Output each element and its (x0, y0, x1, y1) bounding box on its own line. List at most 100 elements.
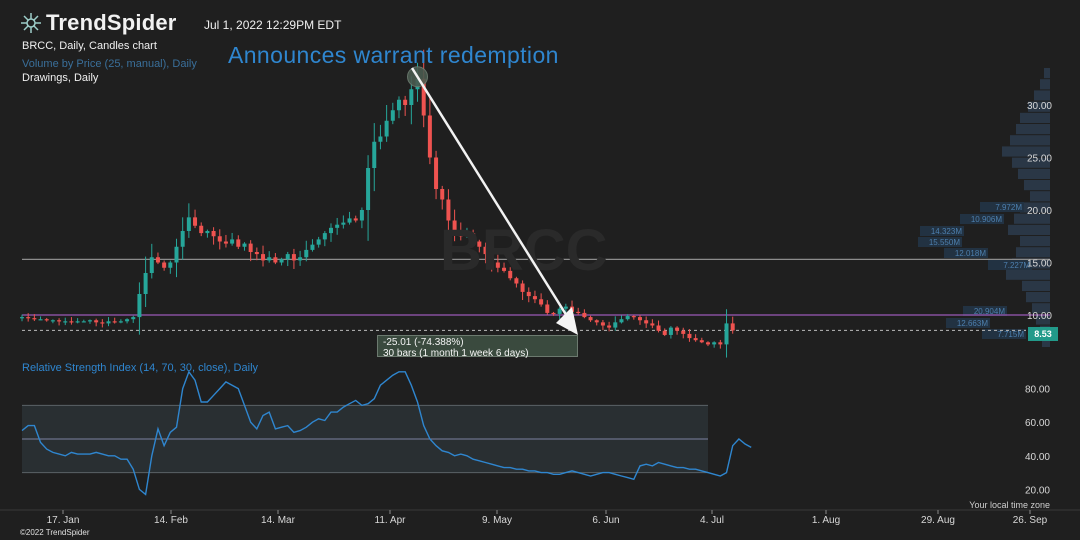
candle-body (421, 78, 426, 116)
candle-body (656, 325, 661, 331)
candle-body (248, 243, 253, 252)
price-tick-label: 15.00 (1027, 259, 1052, 270)
volume-label-bg (944, 248, 988, 258)
candle-body (236, 239, 241, 247)
candle-body (495, 262, 500, 268)
profile-bar (1034, 90, 1050, 101)
candle-body (353, 218, 358, 221)
time-tick-label: 1. Aug (812, 515, 840, 526)
time-axis: 17. Jan 14. Feb 14. Mar 11. Apr 9. May 6. Jun… (0, 509, 1080, 526)
candle-body (143, 273, 148, 294)
profile-bar (1008, 224, 1050, 235)
candle-body (563, 306, 568, 309)
candle-body (230, 239, 235, 244)
candle-body (32, 318, 37, 320)
candle-body (403, 99, 408, 105)
candle-body (125, 319, 130, 322)
candle-body (174, 246, 179, 263)
volume-label: 20.904M (974, 307, 1005, 316)
candle-body (638, 317, 642, 321)
volume-label: 7.972M (995, 203, 1022, 212)
time-tick-label: 9. May (482, 515, 512, 526)
volume-profile-label[interactable]: Volume by Price (25, manual), Daily (22, 58, 197, 70)
volume-label: 15.550M (929, 238, 960, 247)
price-tick-label: 20.00 (1027, 206, 1052, 217)
candle-body (378, 136, 383, 142)
candle-body (545, 304, 550, 313)
candle-body (613, 322, 618, 328)
profile-bar (1016, 247, 1050, 258)
volume-label-bg (920, 226, 964, 236)
time-tick-label: 14. Mar (261, 515, 296, 526)
volume-label-bg (946, 318, 990, 328)
volume-label: 7.715M (997, 330, 1024, 339)
rsi-tick-label: 80.00 (1025, 385, 1050, 396)
rsi-label[interactable]: Relative Strength Index (14, 70, 30, clo… (22, 362, 259, 374)
candle-body (273, 257, 278, 263)
rsi-panel: 20.00 40.00 60.00 80.00 (21, 370, 1050, 496)
candle-body (712, 342, 717, 345)
measure-box[interactable]: -25.01 (-74.388%) 30 bars (1 month 1 wee… (377, 335, 578, 359)
candle-body (446, 199, 451, 221)
candle-body (366, 168, 371, 210)
profile-bar (1014, 213, 1050, 224)
candle-body (359, 210, 364, 221)
candle-body (681, 330, 686, 334)
candle-body (724, 323, 729, 345)
profile-bar (1010, 135, 1050, 146)
candle-body (335, 224, 340, 228)
candle-body (285, 254, 290, 260)
candle-body (57, 320, 62, 322)
volume-label: 10.906M (971, 215, 1002, 224)
candle-body (477, 241, 482, 247)
profile-bar (1002, 146, 1050, 157)
candle-body (162, 262, 167, 268)
price-tick-label: 10.00 (1027, 311, 1052, 322)
price-tick-label: 25.00 (1027, 154, 1052, 165)
candle-body (551, 312, 556, 315)
candle-body (329, 227, 333, 234)
horizontal-lines (22, 258, 1050, 331)
profile-bar (1040, 79, 1050, 90)
time-tick-label: 11. Apr (375, 515, 407, 526)
candle-body (100, 322, 105, 324)
candle-body (662, 330, 667, 335)
candle-body (483, 246, 488, 255)
candle-body (650, 323, 655, 326)
candle-body (668, 327, 673, 335)
candle-body (193, 217, 198, 226)
chart-title[interactable]: BRCC, Daily, Candles chart (22, 40, 157, 52)
candle-body (514, 278, 519, 284)
candle-body (199, 225, 204, 234)
candle-body (87, 320, 92, 322)
chart-datetime: Jul 1, 2022 12:29PM EDT (204, 18, 342, 32)
candle-body (687, 333, 692, 339)
time-tick-label: 26. Sep (1013, 515, 1048, 526)
timezone-label[interactable]: Your local time zone (969, 500, 1050, 510)
last-price-tag: 8.53 (1028, 327, 1058, 341)
drawings-label[interactable]: Drawings, Daily (22, 72, 99, 84)
profile-bar (1036, 314, 1050, 325)
profile-bar (1018, 168, 1050, 179)
candle-body (44, 319, 49, 321)
candle-body (106, 321, 111, 324)
candle-body (341, 222, 346, 225)
candle-body (625, 316, 630, 320)
candle-body (532, 296, 537, 300)
candle-body (310, 244, 315, 250)
candle-body (600, 322, 605, 326)
profile-bar (1020, 112, 1050, 123)
candle-body (489, 254, 494, 263)
candle-body (186, 217, 191, 231)
rsi-line (21, 370, 752, 496)
candle-body (372, 141, 377, 168)
candle-body (699, 340, 704, 343)
candle-body (211, 231, 216, 237)
annotation-arrow-head (556, 307, 578, 335)
candle-body (464, 233, 469, 237)
profile-bar (1022, 280, 1050, 291)
brand-name: TrendSpider (46, 10, 177, 35)
price-tick-label: 30.00 (1027, 101, 1052, 112)
annotation-text[interactable]: Announces warrant redemption (228, 42, 559, 68)
